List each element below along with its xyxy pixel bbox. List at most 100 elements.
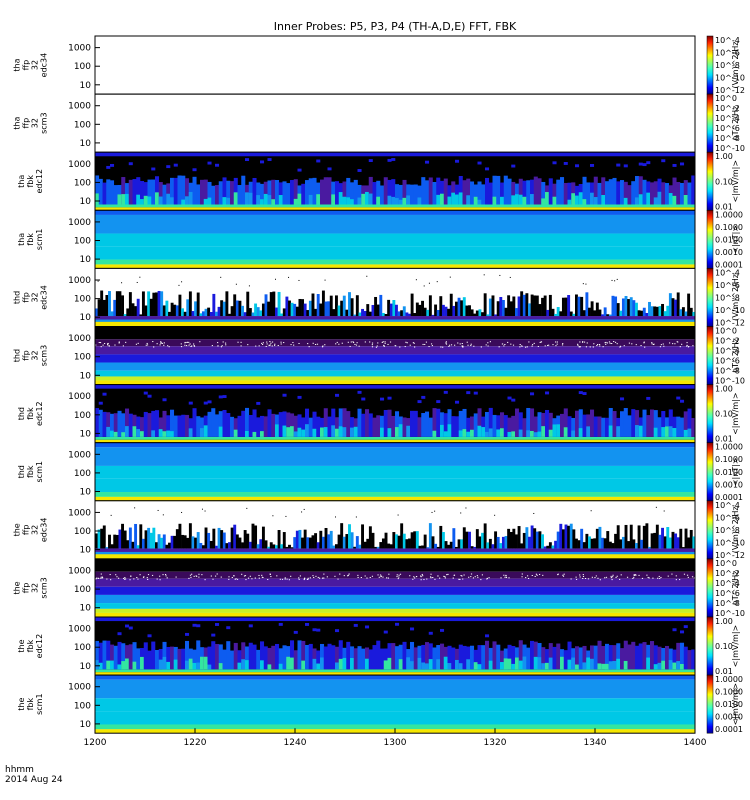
colorbar-tick-label: 1.0000 — [715, 443, 743, 452]
y-tick-label: 100 — [74, 353, 91, 363]
panel-label: edc12 — [35, 169, 44, 194]
panel-label: thd — [13, 291, 22, 304]
colorbar — [706, 93, 714, 153]
panel-label: scm3 — [40, 345, 49, 366]
colorbar-tick-label: 10^-8 — [715, 599, 740, 608]
colorbar-tick-label: 0.1000 — [715, 455, 743, 464]
panel-label: edc12 — [35, 634, 44, 659]
panel-label: 32 — [31, 118, 40, 128]
panel-label: edc34 — [40, 285, 49, 310]
colorbar-unit-label: <|mV/m|> — [731, 392, 740, 435]
spectrogram-panel: 1000 100 10 tha ffp 32 scm3 10^010^-210^-410^-6… — [13, 93, 745, 153]
y-tick-label: 1000 — [68, 567, 91, 577]
y-tick-label: 10 — [80, 429, 92, 439]
panel-label: thd — [17, 407, 26, 420]
panel-label: fbk — [26, 639, 35, 652]
spectrogram-panel: 1000 100 10 the ffp 32 edc34 10^-4 10^-6 10^-8 10^… — [13, 500, 745, 560]
y-tick-label: 100 — [74, 701, 91, 711]
panel-label: 32 — [31, 292, 40, 302]
colorbar-tick-label: 0.0100 — [715, 700, 743, 709]
colorbar-unit-label: (V/m)^2/Hz — [731, 274, 740, 321]
y-tick-label: 10 — [80, 546, 92, 556]
panel-label: fbk — [26, 407, 35, 420]
colorbar-tick-label: 10^-8 — [715, 293, 740, 302]
colorbar-tick-label: 10^-2 — [715, 337, 740, 346]
panel-label: tha — [13, 116, 22, 129]
colorbar-tick-label: 0.0010 — [715, 248, 743, 257]
colorbar — [706, 35, 714, 95]
y-tick-label: 1000 — [68, 683, 91, 693]
colorbar — [706, 674, 714, 734]
colorbar-tick-label: 10^-6 — [715, 513, 740, 522]
colorbar-tick-label: 10^-10 — [715, 74, 745, 83]
colorbar-tick-label: 0.0001 — [715, 260, 743, 269]
panel-label: the — [17, 698, 26, 711]
colorbar-tick-label: 10^-12 — [715, 319, 745, 328]
panel-label: edc34 — [40, 53, 49, 78]
colorbar-tick-label: 0.0100 — [715, 468, 743, 477]
panel-label: tha — [17, 175, 26, 188]
colorbar-tick-label: 10^-6 — [715, 281, 740, 290]
colorbar-tick-label: 0.0010 — [715, 480, 743, 489]
panel-label: edc12 — [35, 401, 44, 426]
colorbar-tick-label: 0.0001 — [715, 493, 743, 502]
spectrogram-panel: 1000 100 10 the fbk edc12 1.00 0.10 0.01<|mV/m|> — [17, 616, 740, 676]
y-tick-label: 1000 — [68, 218, 91, 228]
colorbar-tick-label: 10^-10 — [715, 377, 745, 386]
panel-label: edc34 — [40, 518, 49, 543]
colorbar-tick-label: 10^-6 — [715, 357, 740, 366]
colorbar — [706, 500, 714, 560]
panel-label: fbk — [26, 175, 35, 188]
colorbar-tick-label: 10^-12 — [715, 86, 745, 95]
y-tick-label: 10 — [80, 81, 92, 91]
panel-label: ffp — [22, 60, 31, 71]
colorbar-tick-label: 10^-8 — [715, 134, 740, 143]
colorbar-tick-label: 10^-4 — [715, 114, 740, 123]
colorbar-tick-label: 10^-2 — [715, 569, 740, 578]
y-tick-label: 100 — [74, 62, 91, 72]
y-tick-label: 10 — [80, 662, 92, 672]
colorbar-unit-label: <|mV/m|> — [731, 625, 740, 668]
colorbar-tick-label: 10^-8 — [715, 526, 740, 535]
y-tick-label: 100 — [74, 643, 91, 653]
panel-label: 32 — [31, 583, 40, 593]
colorbar-tick-label: 10^-2 — [715, 104, 740, 113]
colorbar-tick-label: 10^-10 — [715, 538, 745, 547]
x-tick-label: 1220 — [184, 738, 207, 748]
spectrogram-panel: 1000 100 10 tha ffp 32 edc34 10^-4 10^-6 10^-8 10^… — [13, 35, 745, 95]
panel-label: thd — [17, 465, 26, 478]
panel-label: fbk — [26, 233, 35, 246]
colorbar-tick-label: 0.10 — [715, 642, 733, 651]
colorbar-tick-label: 10^-6 — [715, 49, 740, 58]
colorbar — [706, 210, 714, 269]
panel-label: scm3 — [40, 577, 49, 598]
panel-label: tha — [13, 58, 22, 71]
colorbar-tick-label: 0.0001 — [715, 725, 743, 734]
y-tick-label: 10 — [80, 255, 92, 265]
panel-label: fbk — [26, 698, 35, 711]
y-tick-label: 100 — [74, 411, 91, 421]
y-tick-label: 100 — [74, 469, 91, 479]
x-tick-label: 1340 — [584, 738, 607, 748]
y-tick-label: 1000 — [68, 334, 91, 344]
panel-label: the — [17, 639, 26, 652]
y-tick-label: 1000 — [68, 44, 91, 54]
colorbar-tick-label: 10^-8 — [715, 367, 740, 376]
colorbar-tick-label: 0.01 — [715, 202, 733, 211]
colorbar-tick-label: 1.0000 — [715, 675, 743, 684]
colorbar-tick-label: 0.0010 — [715, 713, 743, 722]
colorbar-unit-label: <|nT|> — [731, 457, 740, 486]
panel-label: ffp — [22, 118, 31, 129]
spectrogram-panel: 1000 100 10 thd fbk edc12 1.00 0.10 0.01<|mV/m|> — [17, 384, 740, 444]
spectrogram-panel: 1000 100 10 thd ffp 32 scm3 10^010^-210^-410^-6… — [13, 326, 745, 386]
colorbar-tick-label: 1.00 — [715, 152, 733, 161]
y-tick-label: 10 — [80, 197, 92, 207]
y-tick-label: 1000 — [68, 450, 91, 460]
panel-label: scm1 — [35, 229, 44, 250]
colorbar-tick-label: 10^-4 — [715, 579, 740, 588]
colorbar-tick-label: 1.0000 — [715, 210, 743, 219]
colorbar-unit-label: <|nT|> — [731, 225, 740, 254]
panel-label: 32 — [31, 525, 40, 535]
x-axis: 1200 1220 1240 1300 1320 1340 1400 — [84, 728, 707, 748]
